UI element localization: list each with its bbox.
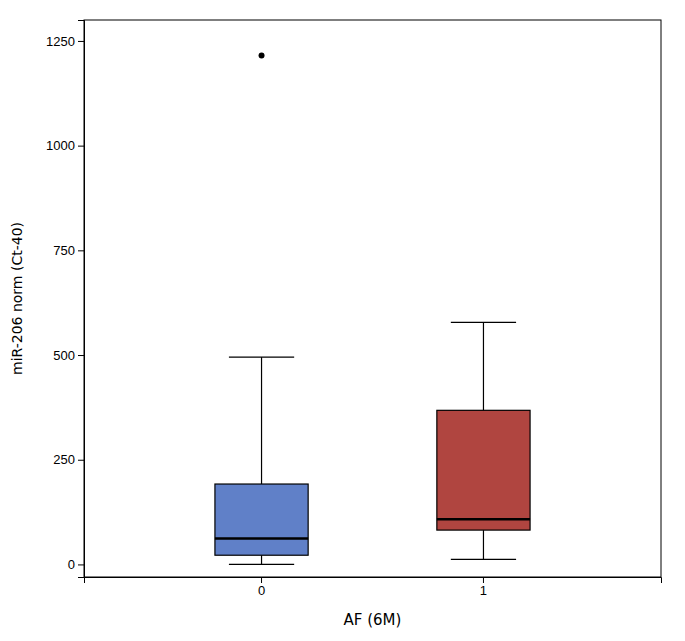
- y-tick-label: 750: [53, 243, 75, 258]
- plot: 02505007501000125001: [46, 20, 661, 598]
- y-tick-label: 250: [53, 452, 75, 467]
- y-tick-mark: [78, 41, 84, 42]
- y-tick-mark: [78, 460, 84, 461]
- y-axis: 0 250 500 750 1000 1250: [46, 21, 84, 578]
- whisker-cap-high: [229, 357, 294, 358]
- y-tick-label: 500: [53, 348, 75, 363]
- x-tick-mark: [483, 577, 484, 583]
- y-tick-mark: [78, 250, 84, 251]
- median: [215, 537, 308, 540]
- whisker-high: [483, 322, 484, 410]
- x-tick-label: 0: [258, 583, 265, 598]
- box-group: [437, 322, 530, 559]
- y-tick: 750: [53, 243, 84, 258]
- whisker-cap-low: [229, 564, 294, 565]
- x-tick: 0: [258, 577, 265, 598]
- y-axis-line: [78, 21, 85, 578]
- y-tick: 500: [53, 348, 84, 363]
- x-tick: 1: [480, 577, 487, 598]
- y-tick: 250: [53, 452, 84, 467]
- median: [437, 518, 530, 521]
- chart: 02505007501000125001AF (6M)miR-206 norm …: [0, 0, 685, 641]
- y-tick-mark: [78, 146, 84, 147]
- outlier: [259, 53, 265, 59]
- box: [437, 410, 530, 530]
- y-tick: 1000: [46, 138, 84, 153]
- x-axis-title: AF (6M): [344, 611, 402, 629]
- whisker-cap-low: [451, 559, 516, 560]
- y-tick-label: 1000: [46, 138, 75, 153]
- x-axis: 01: [85, 577, 662, 598]
- y-tick-mark: [78, 355, 84, 356]
- whisker-high: [261, 357, 262, 484]
- box-group: [215, 53, 308, 565]
- whisker-low: [483, 530, 484, 559]
- box: [215, 484, 308, 555]
- y-tick-label: 0: [68, 557, 75, 572]
- x-tick-mark: [261, 577, 262, 583]
- plot-frame: [84, 20, 661, 577]
- x-axis-line: [85, 578, 662, 584]
- y-tick: 0: [68, 557, 84, 572]
- y-tick-label: 1250: [46, 34, 75, 49]
- x-tick-label: 1: [480, 583, 487, 598]
- whisker-cap-high: [451, 322, 516, 323]
- y-axis-title: miR-206 norm (Ct-40): [9, 222, 25, 375]
- whisker-low: [261, 555, 262, 564]
- y-tick-mark: [78, 564, 84, 565]
- y-tick: 1250: [46, 34, 84, 49]
- boxes: [215, 53, 530, 565]
